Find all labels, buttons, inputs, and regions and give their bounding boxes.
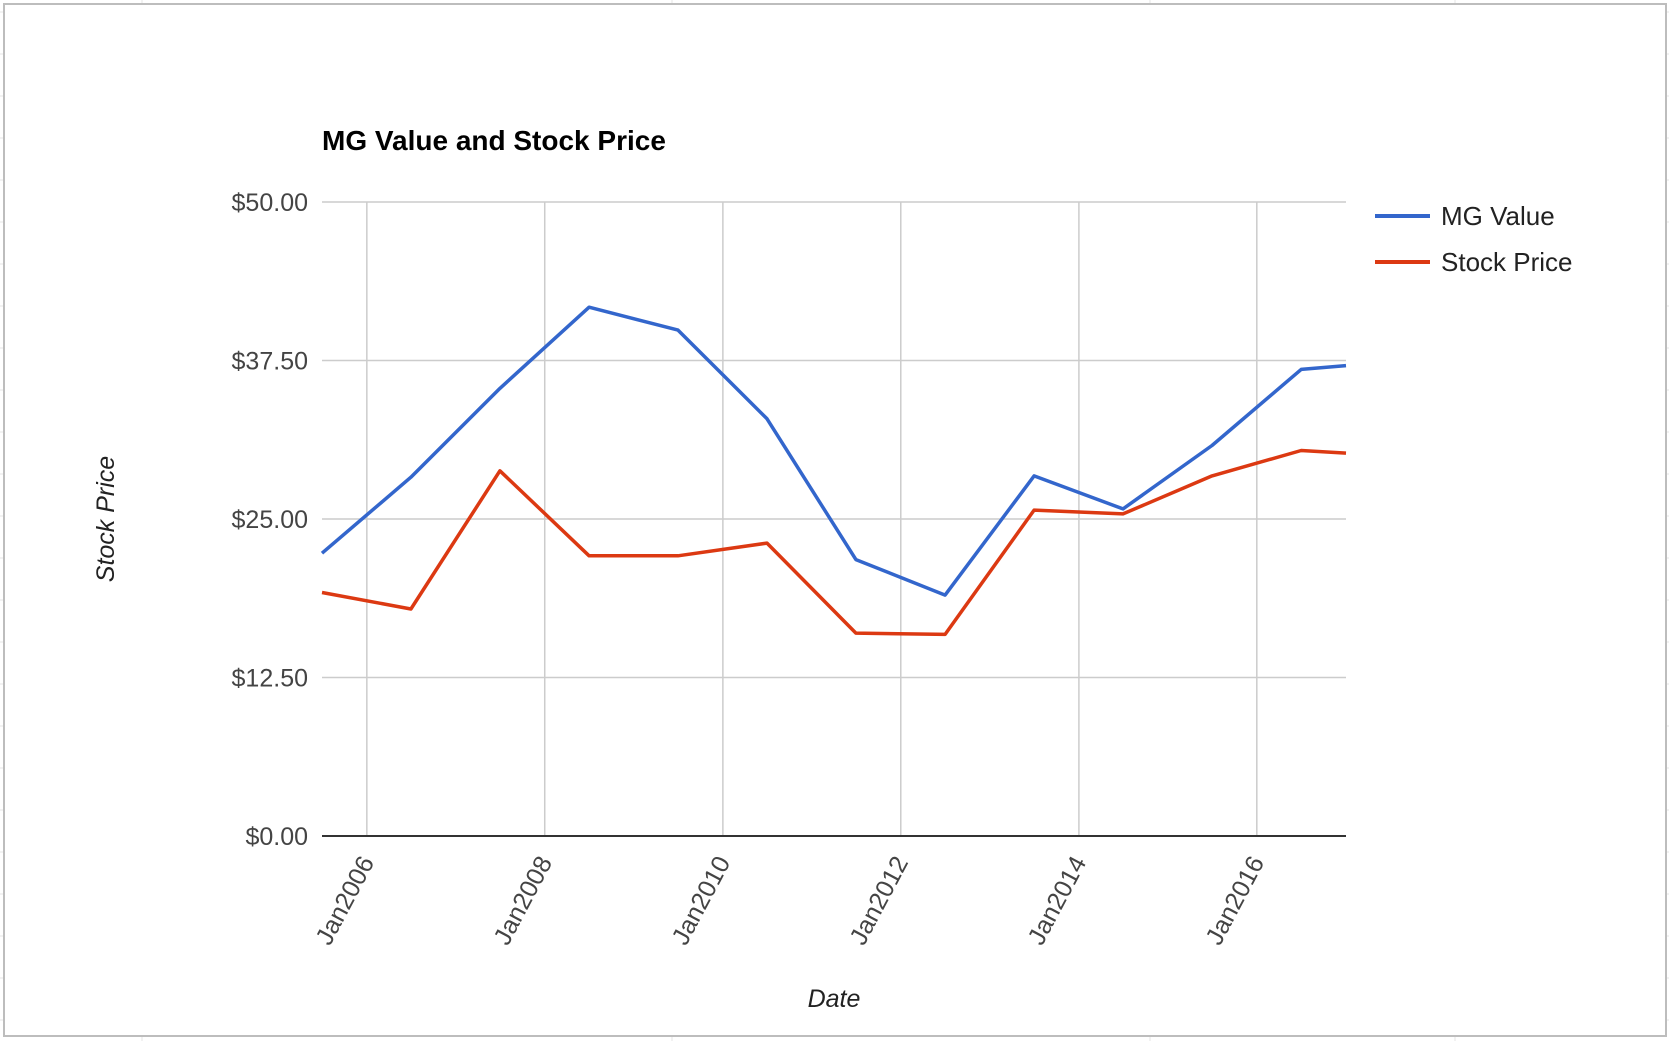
series-lines — [320, 305, 1347, 637]
legend-label: MG Value — [1441, 201, 1555, 231]
y-axis-ticks: $0.00 $12.50 $25.00 $37.50 $50.00 — [232, 189, 308, 851]
series-line-mg-value — [320, 305, 1347, 597]
series-line-stock-price — [321, 448, 1347, 637]
y-tick-label: $50.00 — [232, 189, 308, 217]
y-tick-label: $37.50 — [232, 348, 308, 376]
chart-border[interactable] — [3, 3, 1667, 1037]
legend-label: Stock Price — [1441, 247, 1573, 277]
chart-title: MG Value and Stock Price — [322, 125, 666, 156]
y-tick-label: $25.00 — [232, 506, 308, 534]
y-axis-label: Stock Price — [92, 456, 120, 582]
y-tick-label: $0.00 — [245, 823, 308, 851]
legend: MG Value Stock Price — [1375, 201, 1573, 277]
x-axis-label: Date — [808, 985, 861, 1013]
plot-gridlines — [322, 201, 1346, 836]
y-tick-label: $12.50 — [232, 665, 308, 693]
